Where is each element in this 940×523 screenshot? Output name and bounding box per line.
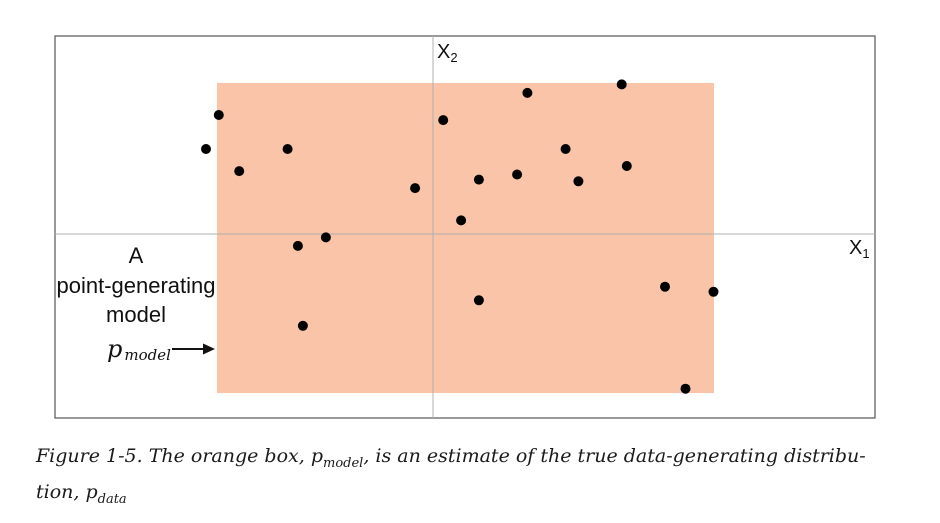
data-point-7 (456, 215, 467, 226)
data-point-11 (560, 144, 571, 154)
data-point-17 (473, 295, 484, 306)
data-point-12 (573, 176, 584, 187)
data-points (201, 79, 719, 394)
caption-pdata-subscript: data (97, 491, 127, 507)
pmodel-label: p model (107, 335, 171, 364)
model-box (217, 83, 714, 393)
caption-pmodel: pmodel (310, 445, 364, 471)
pmodel-subscript: model (124, 346, 171, 364)
data-point-13 (616, 79, 627, 90)
data-point-9 (512, 169, 523, 180)
caption-middle: , is an estimate of the true data-genera… (363, 445, 866, 467)
data-point-21 (680, 383, 691, 394)
data-point-16 (320, 232, 331, 243)
caption-pmodel-subscript: model (323, 455, 364, 471)
data-point-19 (660, 281, 670, 292)
scatter-diagram: X2 X1 A point-generating model p model (54, 35, 876, 419)
x-axis-subscript: 1 (862, 246, 869, 261)
y-axis-label: X2 (437, 41, 458, 65)
caption-pdata: pdata (85, 481, 127, 507)
annotation-line-model: model (106, 302, 166, 327)
data-point-6 (438, 115, 449, 126)
figure-caption: Figure 1-5. The orange box, pmodel, is a… (36, 438, 916, 510)
data-point-1 (213, 110, 224, 120)
caption-prefix: Figure 1-5. The orange box, (36, 445, 311, 467)
data-point-20 (708, 286, 719, 297)
data-point-2 (201, 144, 211, 154)
data-point-3 (234, 166, 245, 177)
data-point-10 (522, 87, 533, 98)
y-axis-subscript: 2 (450, 50, 457, 65)
data-point-15 (292, 240, 303, 251)
data-point-5 (410, 183, 421, 194)
data-point-8 (473, 174, 484, 185)
data-point-4 (282, 144, 293, 154)
data-point-18 (297, 320, 308, 331)
pmodel-arrow-head (203, 343, 215, 355)
annotation-line-a: A (129, 243, 144, 268)
data-point-14 (621, 161, 632, 171)
plot-frame (54, 35, 876, 419)
caption-line2-prefix: tion, (36, 481, 86, 503)
annotation-line-point-generating: point-generating (56, 273, 215, 298)
x-axis-label: X1 (849, 237, 870, 261)
